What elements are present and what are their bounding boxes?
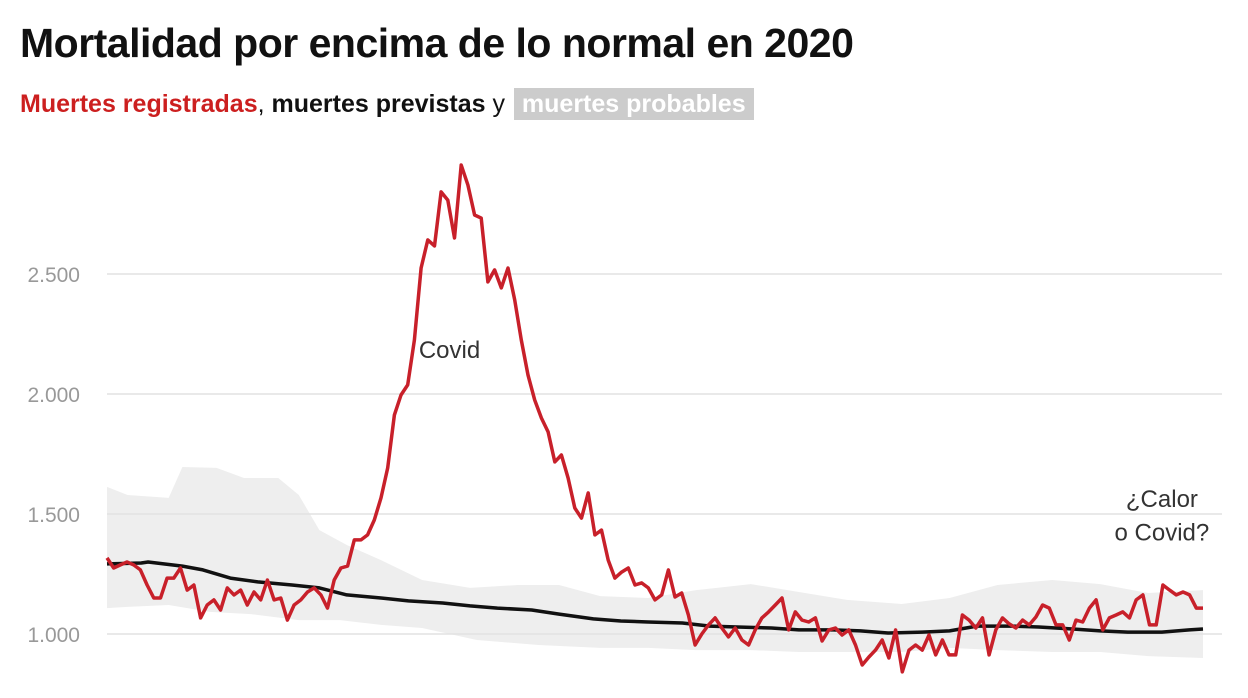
legend-registered: Muertes registradas	[20, 90, 258, 118]
chart-annotation: ¿Calor	[1126, 486, 1198, 513]
chart-annotation: o Covid?	[1115, 519, 1210, 546]
y-tick-label: 2.500	[27, 264, 80, 287]
legend-and: y	[485, 90, 512, 118]
chart-annotation: Covid	[419, 337, 480, 364]
y-tick-label: 1.500	[27, 504, 80, 527]
legend-separator: ,	[257, 90, 265, 118]
probable-deaths-band	[107, 467, 1203, 658]
legend-probable: muertes probables	[513, 88, 754, 120]
series-lines	[105, 163, 1204, 674]
registered-deaths-line	[105, 163, 1203, 674]
y-tick-label: 2.000	[27, 384, 80, 407]
gridlines	[107, 273, 1222, 635]
y-tick-label: 1.000	[27, 624, 80, 647]
legend-expected: muertes previstas	[264, 90, 486, 118]
y-axis-ticks: 1.000 1.500 2.000 2.500	[27, 264, 80, 647]
probable-band-layer	[107, 467, 1203, 658]
chart-title: Mortalidad por encima de lo normal en 20…	[20, 20, 854, 66]
chart-subtitle-legend: Muertes registradas, muertes previstas y…	[20, 88, 754, 120]
annotations: Covid ¿Calor o Covid?	[419, 337, 1209, 546]
